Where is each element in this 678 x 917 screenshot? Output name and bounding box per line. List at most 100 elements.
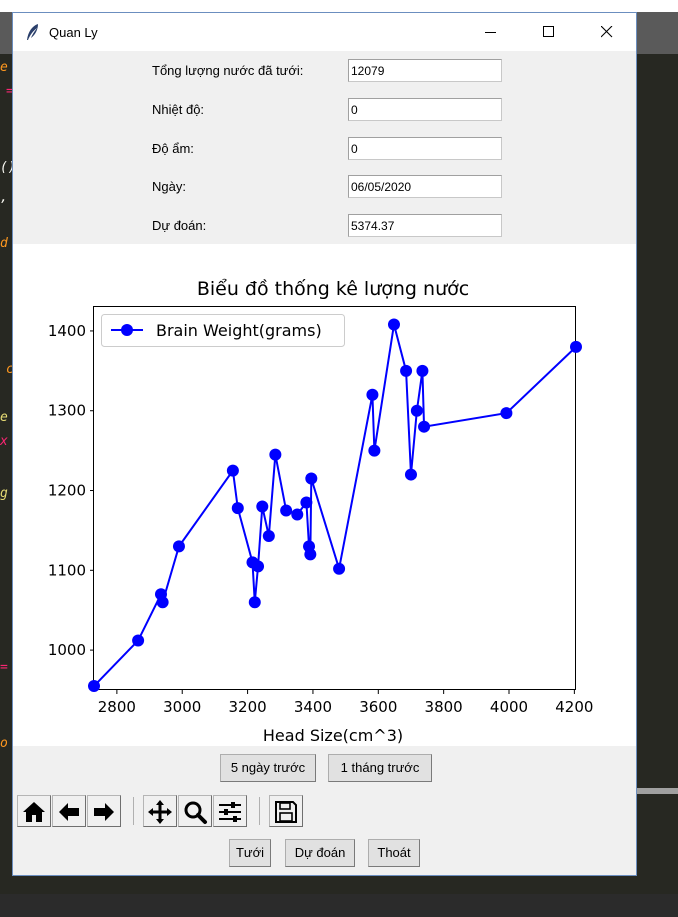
line-chart: Biểu đồ thống kê lượng nước 1000 1100 1200… (48, 278, 594, 745)
data-point (248, 596, 261, 609)
save-figure-button[interactable] (269, 795, 303, 827)
code-fragment: c (6, 362, 14, 377)
total-water-input[interactable] (348, 59, 502, 82)
data-point (256, 500, 269, 513)
pan-icon (148, 800, 172, 824)
app-window: Quan Ly Tổng lượng nước đã tưới: Nhiệt đ… (12, 12, 637, 876)
zoom-button[interactable] (178, 795, 212, 827)
toolbar-separator (259, 797, 260, 825)
data-point (226, 464, 239, 477)
data-point (333, 562, 346, 575)
data-point (400, 364, 413, 377)
code-fragment: o (0, 736, 8, 751)
data-point (262, 530, 275, 543)
pan-button[interactable] (143, 795, 177, 827)
date-label: Ngày: (152, 179, 186, 194)
maximize-button[interactable] (526, 13, 572, 51)
predict-button[interactable]: Dự đoán (285, 839, 355, 867)
data-point (366, 388, 379, 401)
data-point (88, 680, 100, 693)
code-fragment: g (0, 486, 8, 501)
prediction-label: Dự đoán: (152, 218, 207, 233)
x-tick-label: 3000 (163, 698, 201, 716)
maximize-icon (543, 26, 554, 37)
data-point (410, 404, 423, 417)
save-icon (275, 801, 297, 823)
code-fragment: d (0, 236, 8, 251)
form-row-date: Ngày: (13, 175, 636, 201)
data-point (252, 560, 265, 573)
data-point (172, 540, 185, 553)
code-fragment: = (6, 84, 14, 99)
close-button[interactable] (584, 13, 630, 51)
home-button[interactable] (17, 795, 51, 827)
data-point (305, 472, 318, 485)
data-point (500, 407, 513, 420)
form-row-humidity: Độ ẩm: (13, 137, 636, 163)
legend-label: Brain Weight(grams) (156, 321, 322, 340)
code-fragment: , (0, 190, 8, 205)
configure-icon (219, 802, 241, 822)
home-icon (23, 802, 45, 822)
humidity-input[interactable] (348, 137, 502, 160)
data-point (291, 508, 304, 521)
code-fragment: e (0, 60, 8, 75)
legend-marker-swatch (121, 324, 133, 336)
window-title: Quan Ly (49, 25, 98, 40)
data-point (156, 596, 169, 609)
forward-arrow-icon (94, 803, 114, 821)
temperature-input[interactable] (348, 98, 502, 121)
x-tick-label: 2800 (98, 698, 136, 716)
prediction-input[interactable] (348, 214, 502, 237)
data-point (387, 318, 400, 331)
back-button[interactable] (52, 795, 86, 827)
chart-title: Biểu đồ thống kê lượng nước (197, 278, 469, 300)
data-point (231, 502, 244, 515)
data-point (418, 420, 431, 433)
data-point (416, 364, 429, 377)
code-fragment: x (0, 434, 8, 449)
x-tick-label: 4000 (490, 698, 528, 716)
minimize-button[interactable] (468, 13, 514, 51)
x-tick-label: 3200 (228, 698, 266, 716)
code-fragment: = (0, 660, 8, 675)
data-point (300, 496, 313, 509)
plot-frame (93, 306, 576, 690)
x-axis-label: Head Size(cm^3) (263, 726, 403, 745)
x-tick-label: 3800 (425, 698, 463, 716)
water-button[interactable]: Tưới (229, 839, 271, 867)
desktop-bottom-strip (0, 895, 678, 917)
y-tick-label: 1100 (48, 561, 86, 579)
one-month-button[interactable]: 1 tháng trước (328, 754, 432, 782)
back-arrow-icon (59, 803, 79, 821)
close-icon (601, 26, 613, 38)
configure-subplots-button[interactable] (213, 795, 247, 827)
series-line (93, 324, 577, 687)
humidity-label: Độ ẩm: (152, 141, 194, 156)
data-point (304, 548, 317, 561)
form-row-prediction: Dự đoán: (13, 214, 636, 240)
code-fragment: e (0, 410, 8, 425)
date-input[interactable] (348, 175, 502, 198)
data-point (404, 468, 417, 481)
desktop-top-strip (0, 0, 678, 12)
five-days-button[interactable]: 5 ngày trước (220, 754, 316, 782)
data-point (280, 504, 293, 517)
data-point (570, 340, 582, 353)
toolbar-separator (133, 797, 134, 825)
total-water-label: Tổng lượng nước đã tưới: (152, 63, 304, 78)
legend: Brain Weight(grams) (101, 314, 345, 347)
y-tick-label: 1000 (48, 641, 86, 659)
editor-scroll-line (636, 788, 678, 794)
zoom-icon (184, 801, 207, 824)
x-tick-label: 4200 (555, 698, 593, 716)
quit-button[interactable]: Thoát (368, 839, 420, 867)
data-point (269, 448, 282, 461)
minimize-icon (485, 32, 496, 33)
code-fragment: () (0, 160, 16, 175)
feather-icon (27, 24, 38, 40)
form-row-temperature: Nhiệt độ: (13, 98, 636, 124)
y-tick-label: 1200 (48, 482, 86, 500)
x-tick-label: 3400 (294, 698, 332, 716)
forward-button[interactable] (87, 795, 121, 827)
